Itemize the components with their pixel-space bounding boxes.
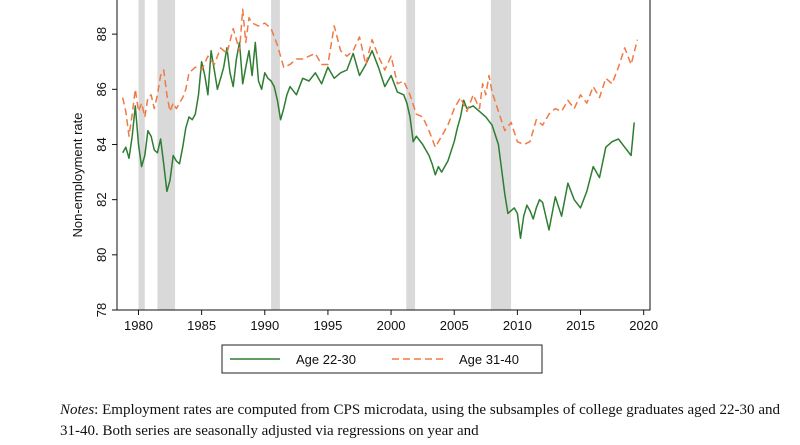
y-axis-title: Non-employment rate: [70, 113, 85, 238]
x-tick-label: 1995: [313, 318, 342, 333]
recession-band-4: [490, 0, 512, 310]
x-tick-label: 1985: [187, 318, 216, 333]
notes-text: : Employment rates are computed from CPS…: [60, 402, 780, 439]
recession-shading: [138, 0, 512, 310]
x-tick-label: 2005: [440, 318, 469, 333]
y-tick-label: 78: [94, 303, 109, 317]
figure-notes: Notes: Employment rates are computed fro…: [60, 400, 780, 442]
x-tick-label: 2020: [629, 318, 658, 333]
x-tick-label: 2015: [566, 318, 595, 333]
x-tick-label: 1980: [124, 318, 153, 333]
recession-band-0: [138, 0, 145, 310]
x-tick-label: 1990: [250, 318, 279, 333]
x-axis: 1980 1985 1990 1995 2000 2005 2010 2015 2020: [124, 310, 658, 333]
notes-label: Notes: [60, 402, 95, 418]
series-line-age-22-30: [122, 41, 635, 240]
y-tick-label: 80: [94, 248, 109, 262]
x-tick-label: 2000: [377, 318, 406, 333]
y-tick-label: 86: [94, 82, 109, 96]
recession-band-2: [271, 0, 280, 310]
recession-band-3: [406, 0, 416, 310]
x-tick-label: 2010: [503, 318, 532, 333]
legend-label-age-22-30: Age 22-30: [296, 352, 356, 367]
series-lines: [121, 8, 639, 240]
y-axis: 78 80 82 84 86 88: [94, 27, 117, 317]
legend: Age 22-30 Age 31-40: [221, 344, 543, 374]
y-tick-label: 82: [94, 192, 109, 206]
y-tick-label: 84: [94, 137, 109, 151]
recession-band-1: [157, 0, 176, 310]
y-tick-label: 88: [94, 27, 109, 41]
series-line-age-31-40: [121, 8, 639, 148]
plot-frame: [116, 0, 651, 311]
legend-label-age-31-40: Age 31-40: [459, 352, 519, 367]
